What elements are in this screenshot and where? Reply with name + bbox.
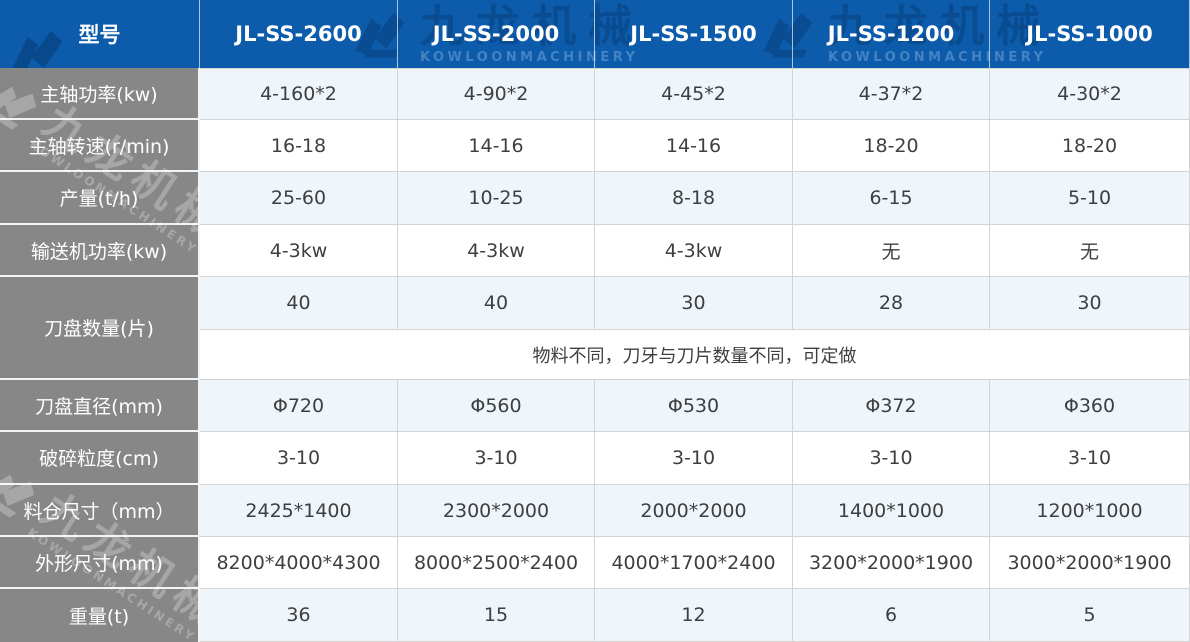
spec-cell: Φ530 — [595, 380, 793, 432]
spec-cell: 2000*2000 — [595, 485, 793, 537]
spec-cell: 18-20 — [990, 120, 1190, 172]
spec-cell: 6-15 — [793, 172, 990, 225]
header-cell-jl-ss-2000: JL-SS-2000 — [398, 0, 595, 68]
spec-cell: 3200*2000*1900 — [793, 537, 990, 589]
spec-cell: 4-30*2 — [990, 68, 1190, 120]
spec-cell: 3-10 — [793, 432, 990, 485]
spec-cell: 8000*2500*2400 — [398, 537, 595, 589]
spec-cell: Φ720 — [200, 380, 398, 432]
spec-cell: 36 — [200, 589, 398, 642]
spec-cell: Φ560 — [398, 380, 595, 432]
spec-cell: 4-3kw — [200, 225, 398, 277]
header-cell-jl-ss-1200: JL-SS-1200 — [793, 0, 990, 68]
row-label-spindle-power: 主轴功率(kw) — [0, 68, 200, 120]
row-label-conveyor-power: 输送机功率(kw) — [0, 225, 200, 277]
spec-cell: 10-25 — [398, 172, 595, 225]
row-label-weight: 重量(t) — [0, 589, 200, 642]
spec-cell: 8200*4000*4300 — [200, 537, 398, 589]
spec-cell: 18-20 — [793, 120, 990, 172]
spec-cell: 3-10 — [398, 432, 595, 485]
spec-cell: 6 — [793, 589, 990, 642]
spec-cell: 15 — [398, 589, 595, 642]
spec-cell: 1400*1000 — [793, 485, 990, 537]
spec-cell: 12 — [595, 589, 793, 642]
spec-cell: 16-18 — [200, 120, 398, 172]
spec-cell: 4-45*2 — [595, 68, 793, 120]
header-cell-jl-ss-2600: JL-SS-2600 — [200, 0, 398, 68]
row-label-hopper-size: 料仓尺寸（mm） — [0, 485, 200, 537]
spec-cell: 4-37*2 — [793, 68, 990, 120]
spec-cell: 4-3kw — [398, 225, 595, 277]
row-label-cutter-disc-count: 刀盘数量(片) — [0, 277, 200, 380]
spec-cell: 4-3kw — [595, 225, 793, 277]
spec-cell: 4000*1700*2400 — [595, 537, 793, 589]
spec-cell: 3-10 — [595, 432, 793, 485]
row-label-output: 产量(t/h) — [0, 172, 200, 225]
spec-cell: 无 — [793, 225, 990, 277]
spec-cell: 40 — [200, 277, 398, 330]
spec-cell: 3-10 — [200, 432, 398, 485]
spec-cell: 28 — [793, 277, 990, 330]
spec-cell: 4-90*2 — [398, 68, 595, 120]
row-label-crushed-particle-size: 破碎粒度(cm) — [0, 432, 200, 485]
header-cell-model-label: 型号 — [0, 0, 200, 68]
row-label-overall-dimensions: 外形尺寸(mm) — [0, 537, 200, 589]
spec-cell: 8-18 — [595, 172, 793, 225]
spec-cell: 25-60 — [200, 172, 398, 225]
spec-cell: 3000*2000*1900 — [990, 537, 1190, 589]
row-label-cutter-disc-diameter: 刀盘直径(mm) — [0, 380, 200, 432]
spec-cell: 3-10 — [990, 432, 1190, 485]
spec-cell: 4-160*2 — [200, 68, 398, 120]
header-cell-jl-ss-1500: JL-SS-1500 — [595, 0, 793, 68]
spec-cell: 2300*2000 — [398, 485, 595, 537]
spec-cell: 40 — [398, 277, 595, 330]
header-cell-jl-ss-1000: JL-SS-1000 — [990, 0, 1190, 68]
spec-cell: 5 — [990, 589, 1190, 642]
spec-cell: 14-16 — [595, 120, 793, 172]
spec-cell: 30 — [595, 277, 793, 330]
spec-cell: 1200*1000 — [990, 485, 1190, 537]
spec-cell: Φ360 — [990, 380, 1190, 432]
spec-cell: 14-16 — [398, 120, 595, 172]
row-label-spindle-speed: 主轴转速(r/min) — [0, 120, 200, 172]
spec-cell: 5-10 — [990, 172, 1190, 225]
spec-cell: Φ372 — [793, 380, 990, 432]
spec-cell: 无 — [990, 225, 1190, 277]
note-cell-customization: 物料不同，刀牙与刀片数量不同，可定做 — [200, 330, 1190, 380]
spec-cell: 30 — [990, 277, 1190, 330]
spec-cell: 2425*1400 — [200, 485, 398, 537]
